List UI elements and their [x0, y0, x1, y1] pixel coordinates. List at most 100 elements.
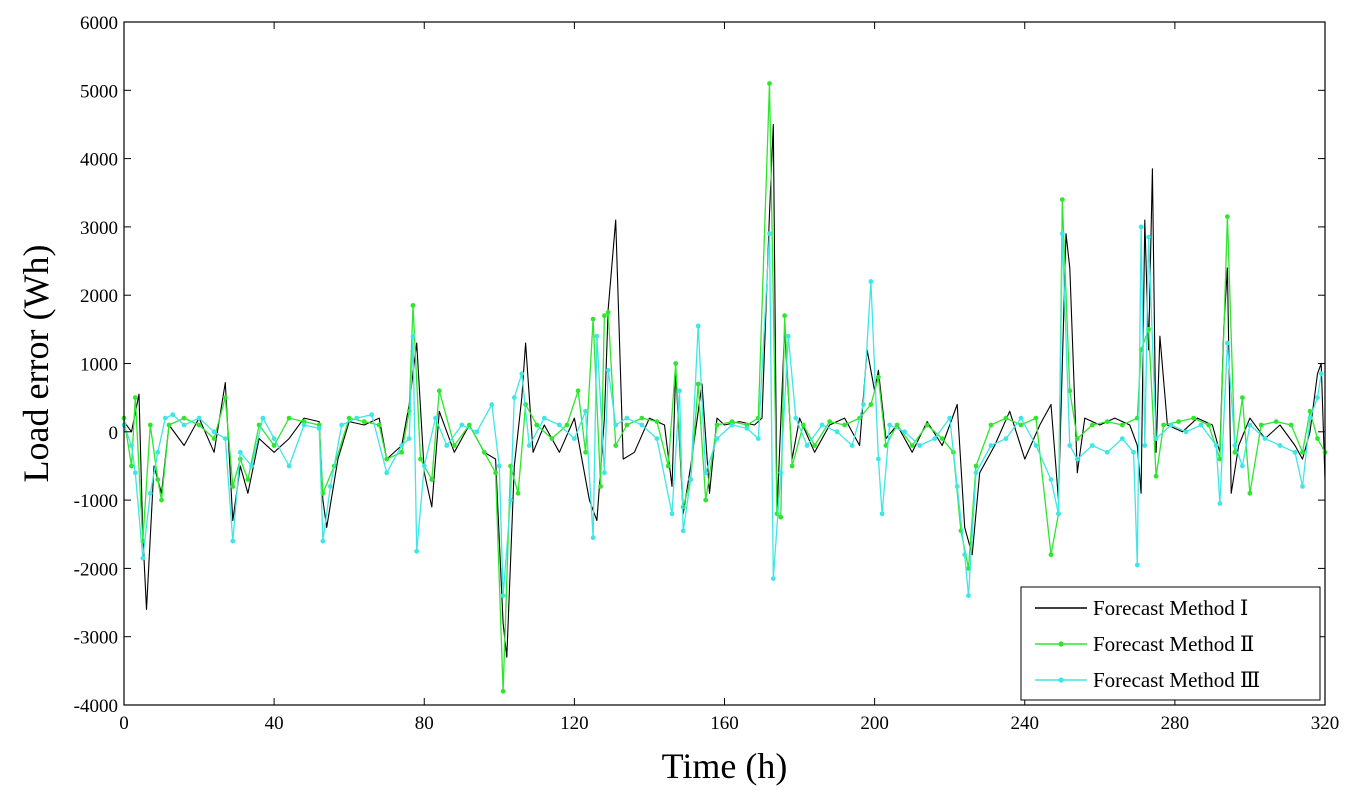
data-point	[575, 388, 581, 394]
data-point	[1018, 422, 1024, 428]
data-point	[917, 443, 923, 448]
data-point	[508, 497, 513, 503]
data-point	[320, 538, 326, 544]
data-point	[271, 436, 277, 441]
data-point	[140, 555, 146, 561]
data-point	[1191, 415, 1196, 421]
y-tick-label: 0	[109, 423, 119, 444]
data-point	[1225, 340, 1230, 346]
x-tick-label: 280	[1161, 713, 1190, 734]
data-point	[564, 422, 570, 428]
data-point	[132, 470, 138, 476]
data-point	[376, 422, 382, 428]
data-point	[613, 422, 619, 428]
data-point	[1232, 443, 1238, 448]
data-point	[410, 303, 416, 308]
data-point	[876, 374, 881, 380]
data-point	[1213, 443, 1219, 448]
data-point	[399, 449, 405, 455]
data-point	[1318, 371, 1324, 377]
data-point	[729, 422, 735, 428]
data-point	[1142, 443, 1148, 448]
data-point	[211, 436, 217, 441]
data-point	[354, 415, 360, 421]
data-point	[436, 388, 442, 394]
data-point	[1146, 234, 1151, 240]
data-point	[1315, 395, 1320, 400]
data-point	[624, 422, 630, 428]
x-tick-label: 40	[265, 713, 284, 734]
data-point	[703, 470, 709, 476]
data-point	[639, 422, 645, 428]
series-line	[123, 123, 1326, 658]
data-point	[887, 422, 892, 428]
data-point	[515, 490, 521, 496]
data-point	[196, 422, 202, 428]
data-point	[1153, 436, 1159, 441]
data-point	[1134, 562, 1140, 568]
data-point	[973, 470, 979, 476]
data-point	[328, 484, 333, 489]
data-point	[557, 422, 562, 428]
data-point	[602, 470, 607, 476]
data-point	[1104, 449, 1110, 455]
data-point	[782, 313, 787, 319]
data-point	[1104, 419, 1110, 424]
data-point	[493, 470, 498, 476]
data-point	[1300, 449, 1305, 455]
data-point	[1198, 422, 1204, 428]
data-point	[256, 422, 262, 428]
data-point	[406, 436, 412, 441]
data-point	[909, 443, 915, 448]
data-point	[129, 463, 134, 469]
data-point	[1067, 388, 1073, 394]
x-tick-label: 320	[1311, 713, 1340, 734]
data-point	[812, 443, 817, 448]
data-point	[1168, 422, 1174, 428]
data-point	[695, 323, 701, 329]
data-point	[767, 81, 772, 86]
data-point	[1232, 449, 1238, 455]
data-point	[496, 463, 502, 469]
data-point	[237, 449, 243, 455]
data-point	[1183, 429, 1189, 435]
data-point	[902, 429, 907, 435]
data-point	[774, 511, 780, 517]
data-point	[744, 422, 750, 428]
data-point	[883, 443, 889, 448]
data-point	[1240, 463, 1245, 469]
series-1	[123, 123, 1326, 658]
data-point	[924, 422, 930, 428]
data-point	[451, 443, 457, 448]
data-point	[624, 415, 630, 421]
data-point	[572, 436, 577, 441]
data-point	[947, 415, 953, 421]
data-point	[714, 422, 720, 428]
x-tick-label: 0	[119, 713, 129, 734]
data-point	[222, 395, 228, 400]
data-point	[962, 552, 968, 558]
data-point	[894, 422, 900, 428]
data-point	[414, 548, 420, 554]
data-point	[849, 443, 855, 448]
series-line	[123, 226, 1322, 597]
data-point	[170, 412, 176, 418]
y-tick-label: -2000	[74, 559, 118, 580]
data-point	[680, 528, 686, 534]
data-point	[590, 535, 596, 541]
x-tick-label: 240	[1011, 713, 1040, 734]
data-point	[132, 395, 138, 400]
data-point	[1033, 443, 1039, 448]
data-point	[384, 456, 390, 462]
data-point	[346, 415, 352, 421]
y-tick-label: 4000	[80, 150, 118, 171]
data-point	[1247, 490, 1253, 496]
data-point	[1262, 436, 1268, 441]
data-point	[939, 436, 945, 441]
data-point	[519, 371, 525, 377]
data-point	[954, 484, 960, 489]
data-point	[181, 422, 187, 428]
data-point	[1018, 415, 1024, 421]
data-point	[129, 443, 134, 448]
data-point	[147, 490, 153, 496]
